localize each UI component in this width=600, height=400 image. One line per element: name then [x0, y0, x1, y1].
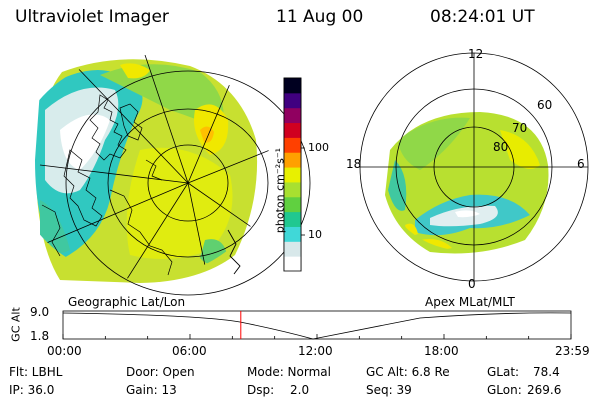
- dsp-label: Dsp:: [247, 383, 275, 397]
- glon-value: 269.6: [527, 383, 562, 397]
- colorbar-stripe: [284, 226, 301, 242]
- mlt-label-0: 0: [468, 277, 476, 291]
- mode-info: Mode: Normal: [247, 365, 331, 379]
- door-info: Door: Open: [126, 365, 195, 379]
- colorbar-stripe: [284, 211, 301, 227]
- dsp-value: 2.0: [290, 383, 310, 397]
- altitude-ylabel: GC Alt: [9, 307, 23, 342]
- glat-value: 78.4: [533, 365, 560, 379]
- mlt-label-18: 18: [346, 157, 362, 171]
- colorbar-stripe: [284, 167, 301, 183]
- gc-alt-info: GC Alt: 6.8 Re: [366, 365, 450, 379]
- magnetic-polar-aurora-image: [359, 52, 589, 282]
- colorbar-unit-label: photon cm⁻²s⁻¹: [273, 147, 287, 234]
- colorbar-tick-100: 100: [308, 141, 329, 154]
- apex-caption: Apex MLat/MLT: [425, 295, 515, 309]
- glat-label: GLat:: [487, 365, 520, 379]
- colorbar-stripe: [284, 241, 301, 257]
- time-tick-1800: 18:00: [424, 344, 459, 358]
- colorbar-stripe: [284, 107, 301, 124]
- time-tick-0000: 00:00: [47, 344, 82, 358]
- colorbar-stripe: [284, 196, 301, 213]
- mlt-label-6: 6: [577, 157, 585, 171]
- colorbar-stripe: [284, 137, 301, 153]
- colorbar-frame: [283, 77, 302, 272]
- lat-label-80: 80: [493, 140, 509, 154]
- colorbar-stripe: [284, 152, 301, 168]
- geographic-aurora-image: [29, 55, 311, 296]
- seq-info: Seq: 39: [366, 383, 412, 397]
- ip-info: IP: 36.0: [9, 383, 55, 397]
- colorbar-stripe: [284, 92, 301, 109]
- lat-label-70: 70: [512, 121, 528, 135]
- filter-info: Flt: LBHL: [9, 365, 63, 379]
- colorbar-stripe: [284, 78, 301, 94]
- colorbar-stripe: [284, 122, 301, 138]
- glon-label: GLon:: [487, 383, 522, 397]
- observation-time: 08:24:01 UT: [430, 7, 535, 27]
- colorbar-stripe: [284, 256, 301, 272]
- colorbar-stripe: [284, 181, 301, 198]
- altitude-ytick-top: 9.0: [30, 305, 50, 319]
- geographic-caption: Geographic Lat/Lon: [68, 295, 186, 309]
- instrument-title: Ultraviolet Imager: [15, 7, 169, 27]
- gain-info: Gain: 13: [126, 383, 177, 397]
- mlt-label-12: 12: [468, 47, 484, 61]
- colorbar-color-scale: [283, 77, 302, 272]
- observation-date: 11 Aug 00: [276, 7, 364, 27]
- colorbar-tick-10: 10: [308, 228, 322, 241]
- time-tick-2359: 23:59: [555, 344, 590, 358]
- time-tick-1200: 12:00: [298, 344, 333, 358]
- orbit-altitude-curve: [62, 312, 572, 340]
- lat-label-60: 60: [537, 98, 553, 112]
- time-tick-0600: 06:00: [172, 344, 207, 358]
- altitude-ytick-bottom: 1.8: [30, 329, 50, 343]
